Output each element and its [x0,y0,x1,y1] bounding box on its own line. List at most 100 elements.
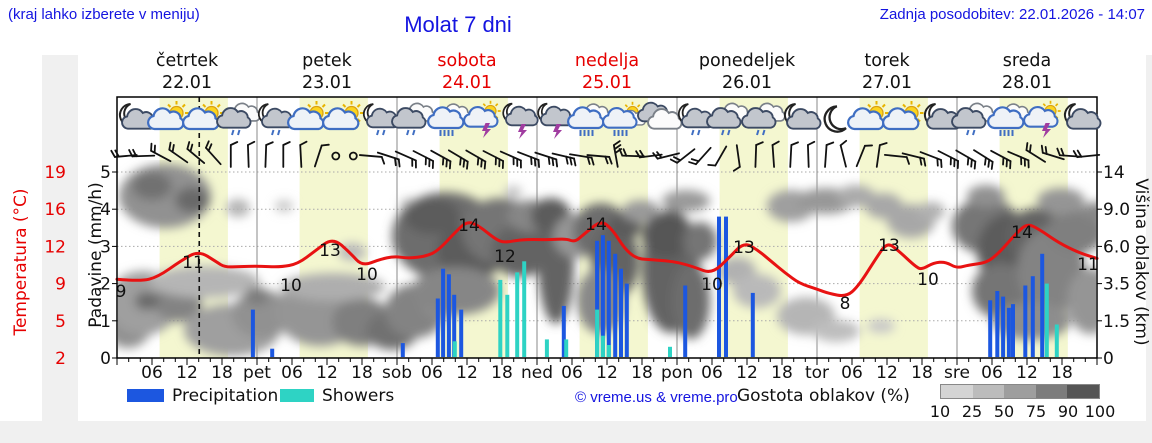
day-date: 26.01 [722,73,772,93]
density-gradient-step [972,385,1005,398]
svg-text:18: 18 [771,363,793,383]
precipitation-bars [250,216,1045,357]
svg-text:18: 18 [491,363,513,383]
svg-text:ned: ned [521,363,553,383]
weather-icon-cloud-drizzle [391,102,436,136]
svg-text:9: 9 [116,282,127,302]
weather-icon-cloud-drizzle [951,102,996,136]
svg-text:5: 5 [55,312,66,332]
svg-text:18: 18 [631,363,653,383]
weather-icon-sun-cloud-storm [1023,100,1061,138]
svg-text:06: 06 [701,363,723,383]
svg-text:6.0: 6.0 [1103,237,1130,257]
svg-text:12: 12 [456,363,478,383]
svg-text:2: 2 [100,275,111,295]
svg-text:14: 14 [1103,163,1125,183]
svg-text:3.5: 3.5 [1103,275,1130,295]
y-axis-ticks [112,171,1102,359]
weather-icon-sun-cloud [182,101,224,131]
day-date: 28.01 [1002,73,1052,93]
svg-text:10: 10 [356,265,378,285]
weather-icon-moon-cloud [783,103,822,130]
svg-text:13: 13 [733,238,755,258]
svg-text:12: 12 [44,237,66,257]
svg-text:9.0: 9.0 [1103,200,1130,220]
cloud-height-tick-labels: 14 9.0 6.0 3.5 1.5 0 [1103,163,1130,369]
svg-text:14: 14 [585,215,607,235]
density-gradient-step [1035,385,1068,398]
temperature-value-labels: 9 11 10 13 10 14 12 14 10 13 8 13 10 14 11 [116,215,1099,314]
svg-text:12: 12 [1016,363,1038,383]
svg-text:18: 18 [211,363,233,383]
svg-text:12: 12 [176,363,198,383]
day-date: 25.01 [582,73,632,93]
svg-text:tor: tor [805,363,829,383]
svg-text:18: 18 [351,363,373,383]
svg-text:sob: sob [382,363,412,383]
svg-text:0: 0 [100,349,111,369]
showers-legend-label: Showers [322,386,395,406]
copyright-link[interactable]: © vreme.us & vreme.pro [575,389,738,406]
precipitation-legend-label: Precipitation [172,386,279,406]
svg-text:14: 14 [458,216,480,236]
svg-text:11: 11 [1077,255,1099,275]
right-margin-strip [1146,55,1152,421]
svg-text:10: 10 [917,270,939,290]
day-name: sobota [437,51,496,71]
svg-text:0: 0 [1103,349,1114,369]
svg-text:13: 13 [319,241,341,261]
day-name: ponedeljek [699,51,796,71]
density-gradient-step [941,385,973,398]
x-axis-ticks [116,358,1098,365]
weather-icon-cloud-drizzle [216,102,261,136]
density-tick-label: 100 [1084,402,1116,421]
left-margin-strip [42,55,78,421]
svg-text:1: 1 [100,312,111,332]
svg-text:9: 9 [55,275,66,295]
svg-text:18: 18 [1051,363,1073,383]
svg-text:10: 10 [701,275,723,295]
density-tick-label: 10 [929,402,951,421]
day-name: petek [302,51,353,71]
weather-icon-moon-cloud-storm [502,102,539,139]
weather-icon-moon-cloud [1063,103,1102,130]
menu-hint-text: (kraj lahko izberete v meniju) [8,6,200,23]
cloud-density-gradient-bar [940,384,1100,399]
temperature-line [115,221,1099,297]
weather-icon-cloud [637,101,683,130]
day-date: 23.01 [302,73,352,93]
svg-text:3: 3 [100,237,111,257]
page-title: Molat 7 dni [404,12,512,37]
density-tick-label: 25 [961,402,983,421]
svg-text:14: 14 [1011,223,1033,243]
last-update-text: Zadnja posodobitev: 22.01.2026 - 14:07 [879,6,1145,23]
weather-icon-cloud-rain [987,103,1031,136]
day-name: nedelja [575,51,639,71]
svg-text:19: 19 [44,163,66,183]
svg-text:06: 06 [421,363,443,383]
weather-icon-sun-cloud [882,101,924,131]
weather-icons-row [118,100,1102,139]
density-tick-label: 90 [1057,402,1079,421]
day-name: sreda [1003,51,1052,71]
svg-text:pet: pet [243,363,271,383]
svg-text:10: 10 [280,276,302,296]
day-date: 27.01 [862,73,912,93]
svg-text:12: 12 [596,363,618,383]
svg-text:5: 5 [100,163,111,183]
svg-text:11: 11 [182,253,204,273]
wind-barbs [110,139,1101,172]
svg-text:06: 06 [981,363,1003,383]
svg-text:06: 06 [841,363,863,383]
svg-text:1.5: 1.5 [1103,312,1130,332]
day-date: 24.01 [442,73,492,93]
svg-text:13: 13 [878,236,900,256]
weather-icon-cloud-drizzle [741,102,786,136]
svg-text:4: 4 [100,200,111,220]
density-gradient-step [1004,385,1036,398]
density-tick-label: 75 [1025,402,1047,421]
weather-icon-moon [823,105,847,133]
svg-text:12: 12 [736,363,758,383]
weather-icon-sun-cloud [322,101,364,131]
